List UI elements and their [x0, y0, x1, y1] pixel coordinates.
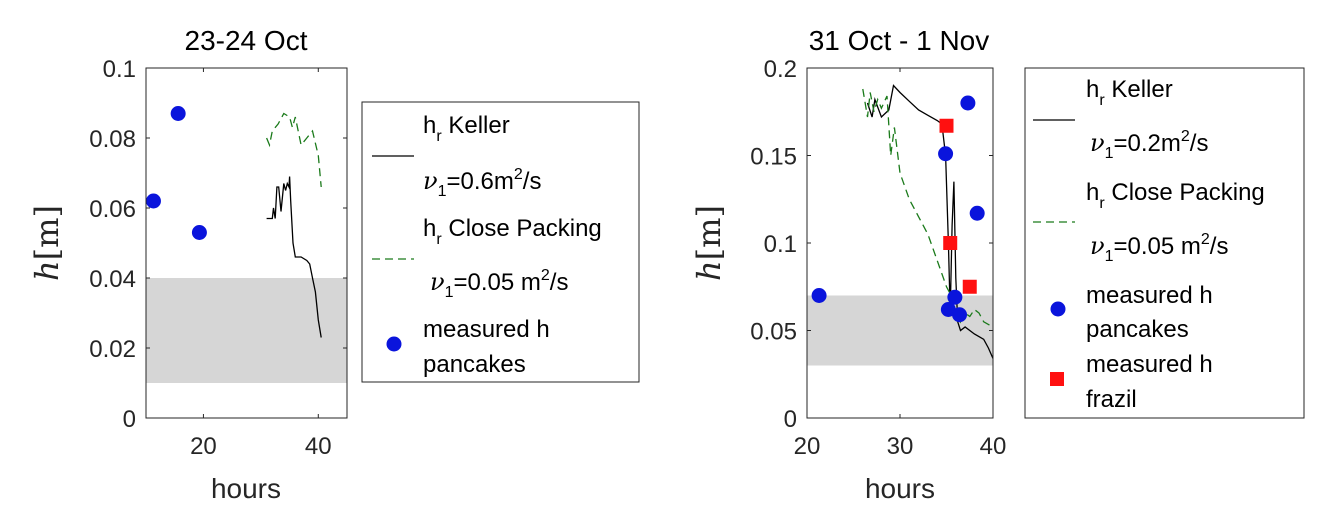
x-tick-label: 40	[305, 433, 332, 460]
legend-close-title: hr Close Packing	[1086, 179, 1265, 212]
shaded-band	[146, 278, 347, 383]
x-tick-label: 20	[190, 433, 217, 460]
pancake-point	[940, 302, 956, 317]
y-tick-label: 0.08	[89, 126, 136, 153]
x-tick-label: 30	[887, 433, 914, 460]
legend-box	[1024, 67, 1305, 419]
shaded-band	[807, 295, 993, 366]
legend-pancakes-line1: measured h	[1086, 282, 1213, 309]
series-line-close	[862, 88, 994, 328]
pancake-point	[191, 225, 207, 240]
pancake-point	[969, 205, 985, 221]
y-tick-label: 0.04	[89, 266, 136, 293]
legend-pancakes-line2: pancakes	[423, 351, 526, 378]
legend-close-nu: ν1=0.05 m2/s	[1090, 231, 1228, 265]
x-axis-label: hours	[865, 473, 935, 504]
legend-pancakes-marker	[386, 336, 402, 352]
y-tick-label: 0.02	[89, 336, 136, 363]
y-tick-label: 0	[784, 406, 797, 433]
pancake-point	[952, 307, 968, 323]
chart-panel-left: 23-24 Oct 0 0.02 0.04 0.06 0.08 0.1 20 40 hour…	[28, 25, 640, 504]
frazil-point	[962, 279, 977, 294]
x-tick-label: 20	[794, 433, 821, 460]
legend-pancakes-line2: pancakes	[1086, 316, 1189, 343]
y-tick-label: 0.1	[764, 231, 797, 258]
legend-keller-title: hr Keller	[1086, 76, 1173, 109]
y-tick-label: 0.2	[764, 56, 797, 83]
pancake-point	[811, 288, 827, 303]
legend: hr Keller ν1=0.2m2/s hr Close Packing ν1…	[1024, 67, 1305, 419]
legend-close-nu: ν1=0.05 m2/s	[430, 267, 568, 301]
legend-box	[361, 101, 640, 383]
legend-keller-title: hr Keller	[423, 112, 510, 145]
legend-close-title: hr Close Packing	[423, 215, 602, 248]
x-tick-label: 40	[980, 433, 1007, 460]
legend-frazil-line2: frazil	[1086, 386, 1137, 413]
legend-keller-nu: ν1=0.2m2/s	[1090, 128, 1208, 162]
y-tick-label: 0.05	[750, 319, 797, 346]
y-axis-unit: [m]	[28, 205, 66, 260]
y-axis-symbol: h	[28, 260, 66, 281]
y-tick-label: 0.06	[89, 196, 136, 223]
y-axis-label: h[m]	[28, 205, 66, 281]
y-axis-unit: [m]	[690, 205, 728, 260]
chart-title: 31 Oct - 1 Nov	[809, 25, 990, 56]
y-tick-label: 0.15	[750, 144, 797, 171]
plot-frame	[145, 67, 348, 419]
pancake-point	[947, 289, 963, 305]
legend-keller-nu: ν1=0.6m2/s	[423, 166, 541, 200]
pancake-point	[145, 193, 161, 209]
chart-title: 23-24 Oct	[185, 25, 308, 56]
pancake-point	[938, 146, 954, 162]
legend-frazil-line1: measured h	[1086, 351, 1213, 378]
y-axis-label: h[m]	[690, 205, 728, 281]
series-line-keller	[266, 176, 322, 338]
series-line-close	[265, 112, 322, 188]
y-tick-label: 0.1	[103, 56, 136, 83]
legend-pancakes-line1: measured h	[423, 316, 550, 343]
y-axis-symbol: h	[690, 260, 728, 281]
frazil-point	[939, 118, 954, 133]
x-axis-label: hours	[211, 473, 281, 504]
legend: hr Keller ν1=0.6m2/s hr Close Packing ν1…	[361, 101, 640, 383]
y-tick-label: 0	[123, 406, 136, 433]
pancake-point	[170, 106, 186, 121]
frazil-point	[943, 236, 958, 250]
chart-panel-right: 31 Oct - 1 Nov 0 0.05 0.1 0.15 0.2 20 30 40 ho…	[690, 25, 1305, 504]
pancake-point	[960, 95, 976, 111]
legend-pancakes-marker	[1050, 301, 1066, 317]
legend-frazil-marker	[1050, 372, 1064, 386]
